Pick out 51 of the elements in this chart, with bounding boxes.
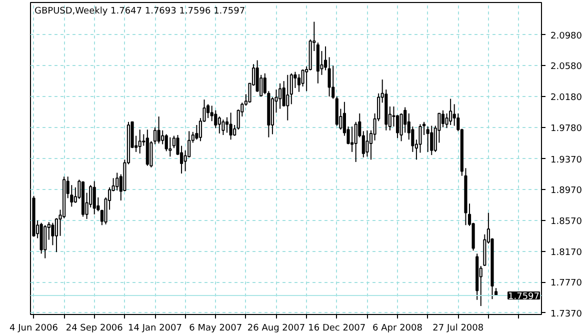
candlestick [225,116,229,134]
candlestick [449,98,452,126]
candlestick [366,130,369,158]
x-tick-label: 26 Aug 2007 [247,324,306,334]
candlestick [195,124,198,140]
x-tick-label: 14 Jan 2007 [128,324,182,334]
candlestick [404,106,407,134]
y-tick-label: 1.7770 [550,278,582,289]
candlestick [206,104,210,119]
x-tick-label: 4 Jun 2006 [10,324,58,334]
candlestick [256,60,259,92]
y-tick-label: 1.8570 [550,217,582,228]
y-tick-label: 2.0180 [550,92,582,103]
y-tick-label: 1.8170 [550,248,582,258]
candlestick [278,82,282,110]
candlestick [116,172,119,191]
candlestick [328,56,331,97]
candlestick [92,180,96,215]
candlestick [168,136,172,158]
x-tick-label: 6 May 2007 [189,324,242,334]
x-tick-label: 16 Dec 2007 [308,324,366,334]
candlestick [426,126,430,152]
candlestick [44,224,47,259]
x-tick-label: 6 Apr 2008 [372,324,423,334]
x-tick-label: 24 Sep 2006 [66,324,124,334]
candlestick [396,114,400,139]
candlestick [229,112,232,140]
y-tick-label: 2.0980 [550,31,582,42]
x-tick-label: 27 Jul 2008 [432,324,484,334]
y-tick-label: 1.9780 [550,124,582,134]
y-tick-label: 1.8970 [550,186,582,196]
candlestick [233,124,236,136]
candlestick [157,116,160,144]
candlestick [441,110,445,128]
candlestick [138,129,142,154]
candlestick [290,72,293,105]
y-tick-label: 1.9370 [550,155,582,166]
candlestick [430,125,434,156]
candlestick [222,119,225,136]
candlestick [54,218,58,253]
candlestick [51,222,54,246]
candlestick [297,74,301,92]
candlestick [324,46,328,71]
text: GBPUSD,Weekly 1.7647 1.7693 1.7596 1.7597 [34,6,246,16]
candlestick [214,110,218,129]
candlestick [286,74,290,121]
candlestick [350,126,354,152]
candlestick [218,116,221,134]
y-tick-label: 1.7370 [550,309,582,320]
ref-line-label: 1.7597 [508,292,540,302]
y-tick-label: 2.0580 [550,62,582,72]
